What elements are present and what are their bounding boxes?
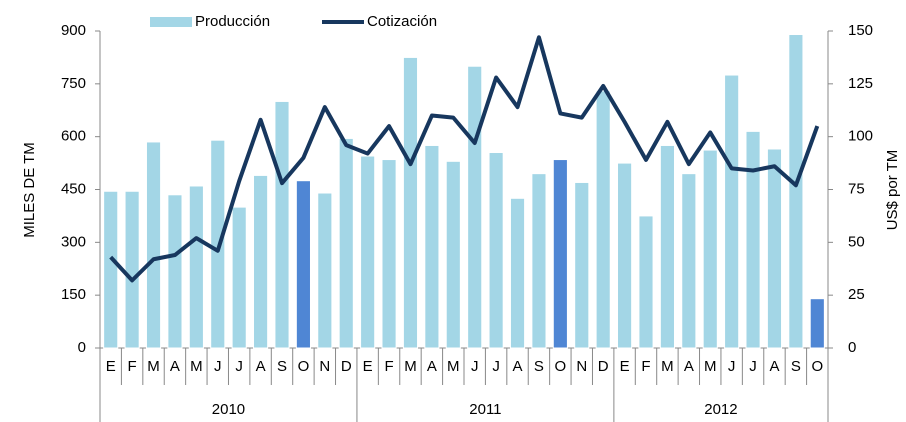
x-tick-label: J [214,358,222,375]
bar [167,194,183,349]
bar [724,74,740,349]
x-tick-label: J [235,358,243,375]
y2-tick-label: 75 [848,180,865,197]
x-tick-label: J [471,358,479,375]
x-group-label: 2010 [212,401,245,418]
y-tick-label: 150 [61,286,86,303]
x-tick-label: F [128,358,137,375]
bar [488,152,504,349]
bar [531,173,547,349]
bar [124,190,140,349]
y2-axis-label: US$ por TM [884,150,901,231]
y2-tick-label: 100 [848,128,873,145]
bar [788,34,804,349]
x-tick-label: S [791,358,801,375]
bar [766,148,783,349]
x-tick-label: O [298,358,310,375]
bar [145,141,162,349]
y2-tick-label: 0 [848,339,856,356]
x-tick-label: E [363,358,373,375]
x-tick-label: A [769,358,779,375]
x-tick-label: M [661,358,674,375]
x-tick-label: O [555,358,567,375]
y2-tick-label: 50 [848,233,865,250]
x-tick-label: A [684,358,694,375]
y-tick-label: 450 [61,180,86,197]
x-tick-label: M [404,358,417,375]
x-tick-label: A [427,358,437,375]
x-tick-label: D [341,358,352,375]
x-tick-label: E [620,358,630,375]
bar [659,144,675,349]
bar [552,159,568,349]
line [109,35,820,283]
y-tick-label: 600 [61,128,86,145]
bar [188,185,204,349]
bar [595,90,611,349]
x-tick-label: F [384,358,393,375]
bar [295,180,311,349]
x-tick-label: D [598,358,609,375]
legend-swatch [150,17,192,27]
bar [638,215,654,349]
x-tick-label: A [256,358,266,375]
bar [317,192,333,349]
x-group-label: 2012 [704,401,737,418]
x-tick-label: J [749,358,757,375]
y2-tick-label: 150 [848,22,873,39]
bar [509,197,526,349]
bar [681,173,697,349]
bar [574,181,590,349]
y-tick-label: 750 [61,75,86,92]
bar [745,130,761,349]
legend-label: Producción [195,13,270,30]
x-tick-label: J [728,358,736,375]
x-tick-label: J [492,358,500,375]
x-tick-label: S [534,358,544,375]
x-tick-label: E [106,358,116,375]
bar [702,149,718,349]
legend-label: Cotización [367,13,437,30]
x-tick-label: F [641,358,650,375]
bar [360,155,376,349]
x-tick-label: A [170,358,180,375]
y2-tick-label: 125 [848,75,873,92]
bar [103,190,119,349]
bar [231,206,247,349]
bar [338,137,354,349]
y-tick-label: 900 [61,22,86,39]
x-tick-label: M [190,358,203,375]
y-tick-label: 0 [78,339,86,356]
x-group-label: 2011 [469,401,501,418]
x-tick-label: M [704,358,717,375]
x-tick-label: M [447,358,460,375]
bar [467,65,483,349]
y2-tick-label: 25 [848,286,865,303]
x-tick-label: O [811,358,823,375]
y-tick-label: 300 [61,233,86,250]
bar [253,174,269,349]
x-tick-label: A [513,358,523,375]
bar [809,298,825,349]
bar [274,100,290,349]
bar [402,56,419,349]
x-tick-label: N [576,358,587,375]
bar [617,162,633,349]
x-tick-label: N [319,358,330,375]
x-tick-label: M [147,358,160,375]
x-tick-label: S [277,358,287,375]
bar [445,160,461,349]
bar [381,159,397,349]
bar [424,144,440,349]
y-axis-label: MILES DE TM [21,142,38,238]
